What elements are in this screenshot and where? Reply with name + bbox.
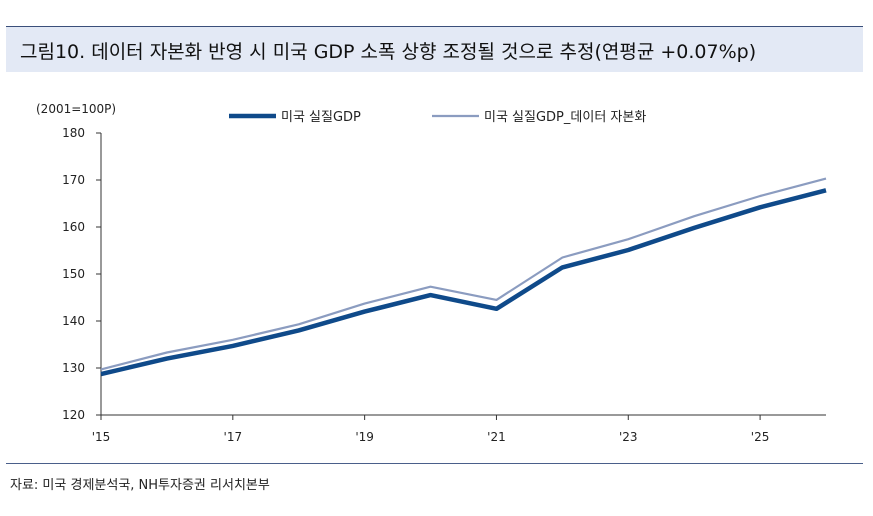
y-tick-label: 170 [62,173,85,187]
chart-title: 그림10. 데이터 자본화 반영 시 미국 GDP 소폭 상향 조정될 것으로 … [20,41,757,63]
legend-item-adjusted-gdp-label: 미국 실질GDP_데이터 자본화 [484,110,646,125]
x-tick-label: '21 [487,430,506,444]
x-tick-label: '23 [619,430,638,444]
axes: 120 130 140 150 160 170 180 '15 '17 '19 '21 '23 '25 (… [36,102,826,444]
legend-item-actual-gdp-label: 미국 실질GDP [281,110,361,125]
source-note: 자료: 미국 경제분석국, NH투자증권 리서치본부 [10,478,270,493]
y-tick-label: 130 [62,361,85,375]
series-line-actual-gdp [100,188,827,377]
x-tick-label: '17 [224,430,243,444]
y-tick-label: 150 [62,267,85,281]
y-tick-label: 120 [62,408,85,422]
y-tick-label: 160 [62,220,85,234]
x-tick-label: '15 [92,430,111,444]
y-axis-unit-label: (2001=100P) [36,102,116,116]
title-bar: 그림10. 데이터 자본화 반영 시 미국 GDP 소폭 상향 조정될 것으로 … [6,26,863,72]
x-tick-label: '19 [355,430,374,444]
y-tick-label: 180 [62,126,85,140]
x-tick-label: '25 [751,430,770,444]
series-line-adjusted-gdp [100,177,827,371]
source-divider [6,463,863,464]
legend: 미국 실질GDP 미국 실질GDP_데이터 자본화 [229,110,646,125]
y-tick-label: 140 [62,314,85,328]
series-layer [100,177,827,377]
